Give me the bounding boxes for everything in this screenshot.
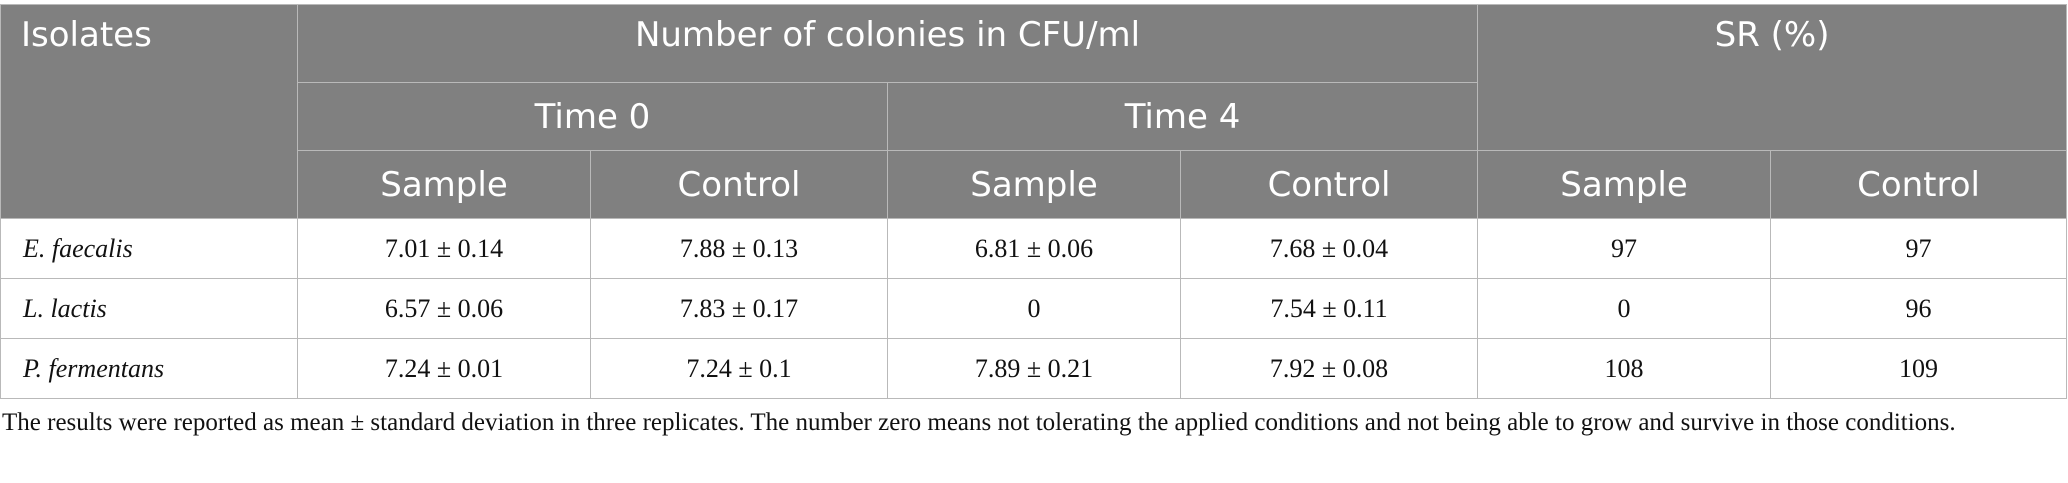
header-isolates: Isolates [0, 4, 298, 219]
time4-sample-value: 0 [887, 278, 1181, 339]
time0-sample-value: 7.24 ± 0.01 [297, 338, 591, 399]
time0-control-value: 7.83 ± 0.17 [590, 278, 888, 339]
header-row-1: Isolates Number of colonies in CFU/ml SR… [0, 4, 2068, 219]
header-sr-sample: Sample [1477, 150, 1772, 219]
sr-sample-value: 108 [1477, 338, 1772, 399]
header-time0-sample: Sample [297, 150, 591, 219]
header-time0-control: Control [590, 150, 888, 219]
header-number-of-colonies: Number of colonies in CFU/ml [296, 4, 1479, 83]
sr-sample-value: 0 [1477, 278, 1772, 339]
time0-sample-value: 6.57 ± 0.06 [297, 278, 591, 339]
header-sr: SR (%) [1477, 4, 2068, 151]
sr-control-value: 97 [1770, 218, 2068, 279]
time0-control-value: 7.24 ± 0.1 [590, 338, 888, 399]
isolate-name: L. lactis [0, 278, 298, 339]
header-row-3: Sample Control Sample Control Sample Con… [1, 150, 2068, 219]
sr-control-value: 96 [1770, 278, 2068, 339]
isolate-name: E. faecalis [0, 218, 298, 279]
table-footnote: The results were reported as mean ± stan… [2, 409, 1956, 436]
header-time0: Time 0 [297, 82, 888, 151]
header-time4-sample: Sample [887, 150, 1181, 219]
header-time4: Time 4 [886, 82, 1479, 151]
time0-control-value: 7.88 ± 0.13 [590, 218, 888, 279]
header-time4-control: Control [1179, 150, 1479, 219]
sr-control-value: 109 [1770, 338, 2068, 399]
header-sr-control: Control [1770, 150, 2068, 219]
time4-control-value: 7.68 ± 0.04 [1179, 218, 1479, 279]
sr-sample-value: 97 [1477, 218, 1772, 279]
table-row: P. fermentans 7.24 ± 0.01 7.24 ± 0.1 7.8… [0, 338, 2068, 399]
results-table-container: Isolates Number of colonies in CFU/ml SR… [0, 4, 2068, 399]
time4-control-value: 7.54 ± 0.11 [1179, 278, 1479, 339]
table-row: L. lactis 6.57 ± 0.06 7.83 ± 0.17 0 7.54… [0, 278, 2068, 339]
time4-sample-value: 7.89 ± 0.21 [887, 338, 1181, 399]
header-row-2: Time 0 Time 4 [1, 82, 2067, 151]
time4-control-value: 7.92 ± 0.08 [1179, 338, 1479, 399]
time0-sample-value: 7.01 ± 0.14 [297, 218, 591, 279]
isolate-name: P. fermentans [0, 338, 298, 399]
table-row: E. faecalis 7.01 ± 0.14 7.88 ± 0.13 6.81… [0, 218, 2068, 279]
time4-sample-value: 6.81 ± 0.06 [887, 218, 1181, 279]
results-table: Isolates Number of colonies in CFU/ml SR… [0, 4, 2068, 399]
